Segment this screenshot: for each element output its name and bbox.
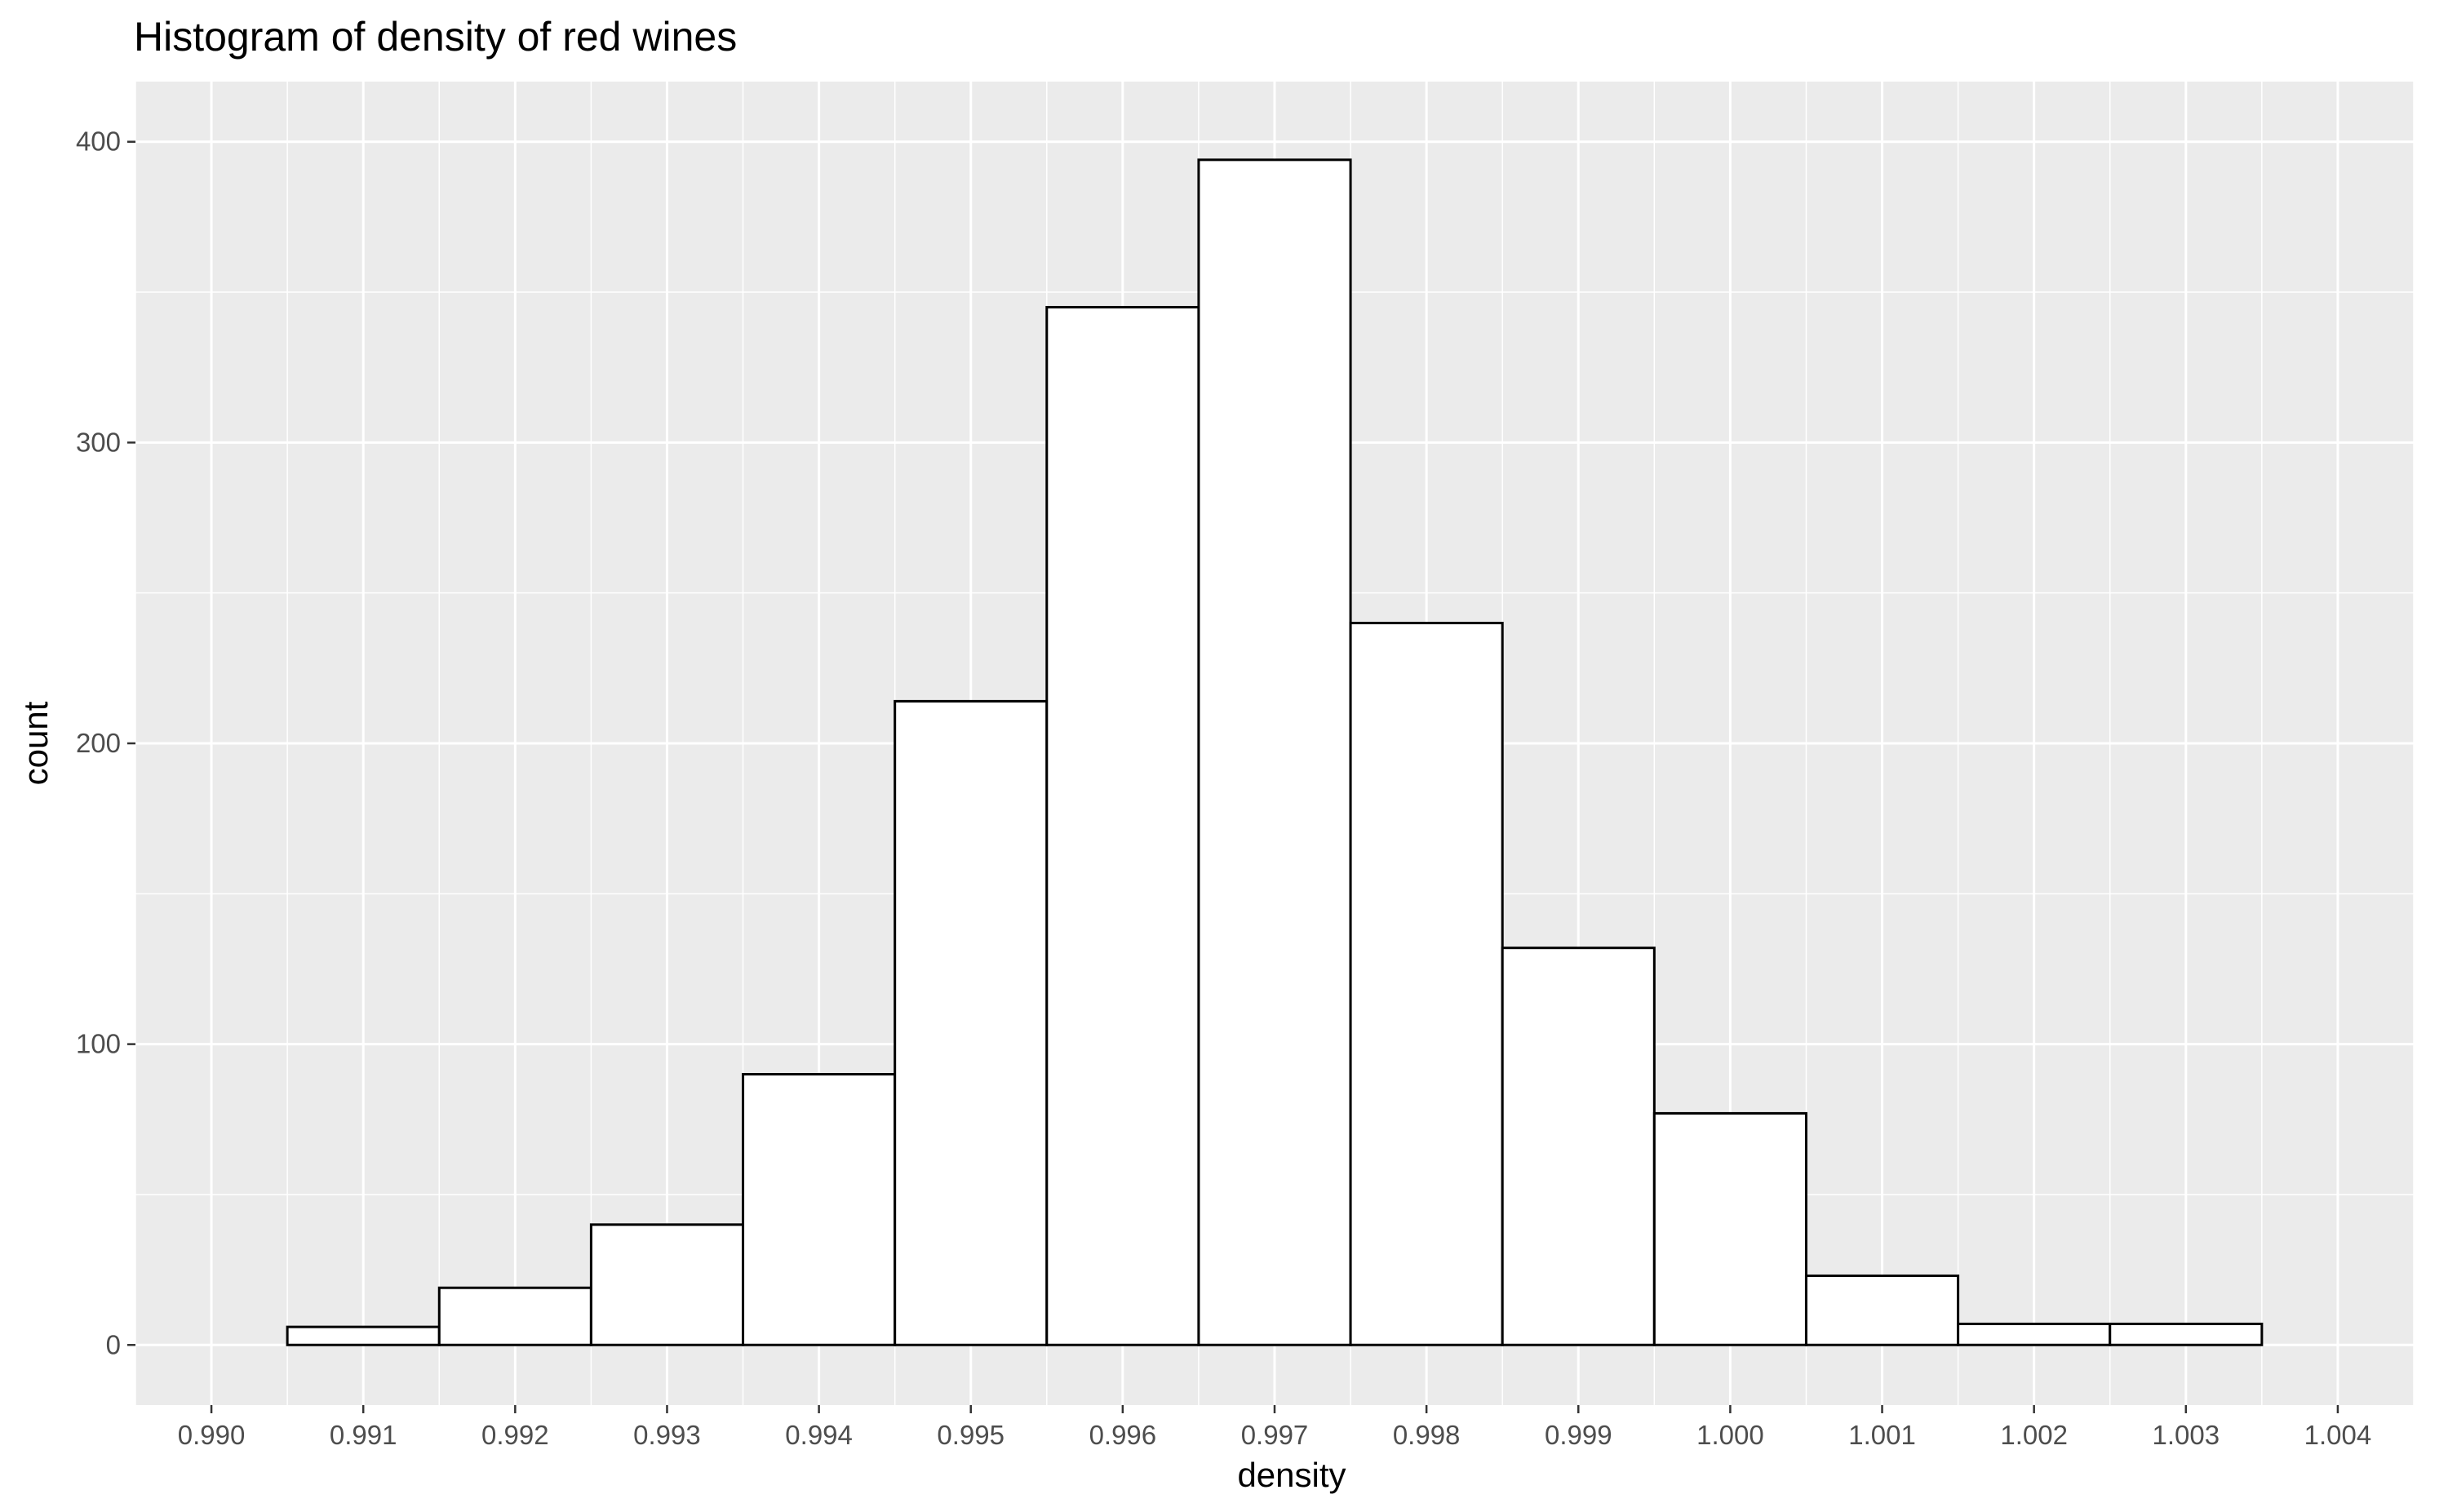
histogram-bar [2109, 1322, 2264, 1346]
y-axis-title: count [16, 701, 55, 785]
histogram-bar [742, 1073, 897, 1346]
histogram-bar [1957, 1322, 2112, 1346]
histogram-bar [286, 1325, 441, 1346]
chart-title: Histogram of density of red wines [134, 14, 737, 60]
x-tick-label: 0.991 [330, 1420, 397, 1450]
x-tick-label: 0.995 [937, 1420, 1004, 1450]
x-tick-label: 0.990 [178, 1420, 246, 1450]
y-axis: 0 100 200 300 400 [76, 126, 135, 1359]
x-tick-label: 0.993 [633, 1420, 701, 1450]
histogram-bar [1197, 158, 1352, 1346]
x-tick-label: 0.996 [1089, 1420, 1157, 1450]
histogram-bar [437, 1286, 592, 1346]
x-tick-label: 0.994 [785, 1420, 853, 1450]
x-tick-label: 0.997 [1241, 1420, 1309, 1450]
x-tick-label: 0.998 [1393, 1420, 1461, 1450]
y-tick-label: 200 [76, 728, 121, 758]
x-axis: 0.990 0.991 0.992 0.993 0.994 0.995 0.996 0.997… [178, 1405, 2371, 1450]
x-axis-title: density [1237, 1456, 1346, 1494]
y-tick-label: 400 [76, 126, 121, 157]
y-tick-label: 0 [106, 1329, 121, 1359]
x-tick-label: 0.992 [481, 1420, 549, 1450]
x-tick-label: 1.001 [1848, 1420, 1916, 1450]
y-tick-label: 300 [76, 427, 121, 457]
x-tick-label: 1.000 [1696, 1420, 1764, 1450]
histogram-bar [1045, 305, 1200, 1346]
histogram-bar [1804, 1274, 1960, 1346]
y-tick-label: 100 [76, 1029, 121, 1059]
histogram-bar [894, 699, 1049, 1346]
bars [286, 158, 2264, 1346]
histogram-bar [1349, 622, 1504, 1346]
x-tick-label: 0.999 [1545, 1420, 1612, 1450]
x-tick-label: 1.003 [2153, 1420, 2220, 1450]
x-tick-label: 1.004 [2304, 1420, 2372, 1450]
histogram-bar [1501, 947, 1656, 1346]
x-tick-label: 1.002 [2000, 1420, 2068, 1450]
histogram-bar [1652, 1111, 1807, 1346]
histogram-bar [589, 1223, 745, 1346]
